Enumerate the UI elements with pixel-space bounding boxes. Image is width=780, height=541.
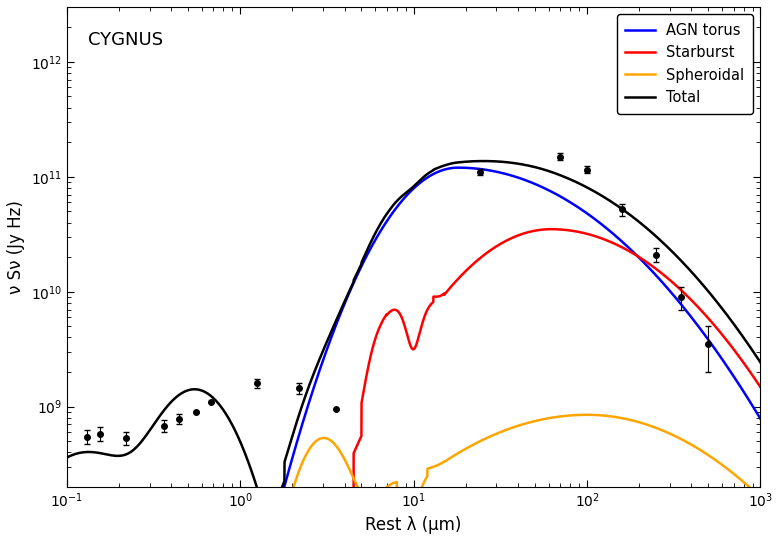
Spheroidal [580,412,589,418]
Total [633,217,642,224]
Starburst [513,232,523,239]
X-axis label: Rest λ (μm): Rest λ (μm) [366,516,462,534]
Line: Starburst: Starburst [67,229,760,541]
Total [478,158,488,164]
Total [513,161,523,167]
Spheroidal [633,419,642,425]
Total [580,183,590,189]
Text: CYGNUS: CYGNUS [87,31,163,49]
Spheroidal [756,494,765,500]
Spheroidal [327,438,336,445]
Legend: AGN torus, Starburst, Spheroidal, Total: AGN torus, Starburst, Spheroidal, Total [617,14,753,114]
Total [756,359,765,366]
Starburst [756,384,765,391]
Starburst [478,253,488,259]
Line: Total: Total [67,161,760,536]
Starburst [547,226,556,233]
Starburst [633,253,642,259]
Total [62,454,72,461]
AGN torus [580,208,589,215]
AGN torus [756,415,765,422]
Y-axis label: ν Sν (Jy Hz): ν Sν (Jy Hz) [7,200,25,294]
Total [328,327,337,333]
Spheroidal [513,423,523,429]
Starburst [580,230,589,236]
AGN torus [453,164,463,171]
AGN torus [327,333,336,339]
Total [266,532,275,539]
Spheroidal [583,412,592,418]
Line: Spheroidal: Spheroidal [67,415,760,541]
AGN torus [513,174,523,181]
AGN torus [633,253,642,259]
AGN torus [478,166,488,173]
Line: AGN torus: AGN torus [67,168,760,541]
Total [479,158,488,164]
Total [188,386,197,393]
Spheroidal [478,437,488,443]
